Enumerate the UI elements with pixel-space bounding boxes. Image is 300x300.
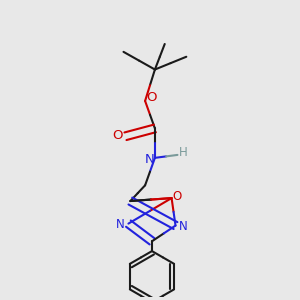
Text: H: H [179, 146, 188, 159]
Text: O: O [173, 190, 182, 202]
Text: O: O [147, 92, 157, 104]
Text: N: N [145, 153, 155, 166]
Text: N: N [116, 218, 125, 231]
Text: O: O [112, 129, 123, 142]
Text: N: N [179, 220, 188, 233]
